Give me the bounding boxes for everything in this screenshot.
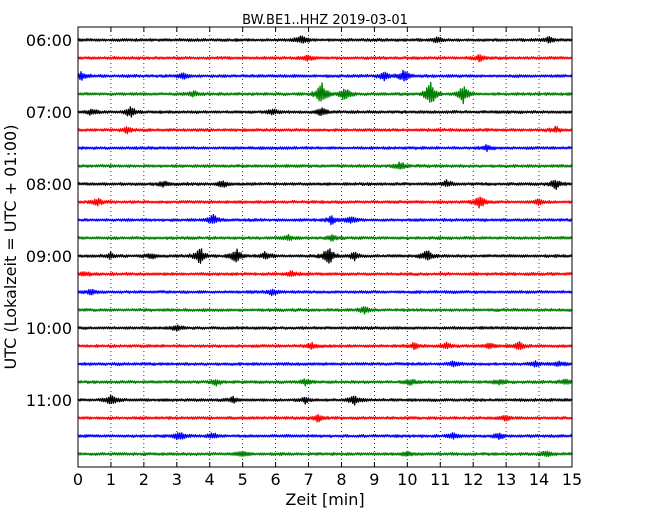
trace-line	[77, 270, 573, 277]
trace-line	[77, 179, 573, 191]
trace-line	[77, 360, 573, 368]
trace-line	[77, 81, 573, 105]
x-tick-label: 2	[139, 470, 149, 489]
trace-line	[77, 248, 573, 264]
trace-line	[77, 213, 573, 226]
trace-line	[77, 69, 573, 82]
trace-line	[77, 432, 573, 441]
trace-line	[77, 196, 573, 209]
plot-frame	[77, 26, 573, 468]
x-axis-ticks: 0 1 2 3 4 5 6 7 8 9 10 11 12 13 14 15	[73, 27, 582, 489]
chart-title: BW.BE1..HHZ 2019-03-01	[242, 13, 408, 28]
y-tick-label: 08:00	[26, 175, 72, 194]
x-tick-label: 12	[463, 470, 483, 489]
trace-line	[77, 288, 573, 297]
y-tick-label: 10:00	[26, 319, 72, 338]
x-tick-label: 4	[205, 470, 215, 489]
y-tick-label: 11:00	[26, 391, 72, 410]
y-tick-label: 06:00	[26, 31, 72, 50]
trace-line	[77, 106, 573, 118]
trace-line	[77, 413, 573, 423]
trace-line	[77, 450, 573, 458]
trace-line	[77, 234, 573, 242]
x-tick-label: 10	[397, 470, 417, 489]
trace-line	[77, 306, 573, 315]
trace-line	[77, 54, 573, 63]
x-tick-label: 9	[369, 470, 379, 489]
x-tick-label: 11	[430, 470, 450, 489]
y-tick-label: 09:00	[26, 247, 72, 266]
trace-line	[77, 324, 573, 332]
y-tick-label: 07:00	[26, 103, 72, 122]
x-axis-label: Zeit [min]	[285, 490, 364, 509]
trace-line	[77, 144, 573, 153]
x-tick-label: 14	[529, 470, 549, 489]
x-tick-label: 1	[106, 470, 116, 489]
trace-line	[77, 378, 573, 387]
trace-line	[77, 35, 573, 44]
trace-line	[77, 341, 573, 351]
x-tick-label: 6	[271, 470, 281, 489]
x-tick-label: 15	[562, 470, 582, 489]
x-tick-label: 8	[336, 470, 346, 489]
y-axis-ticks: 06:00 07:00 08:00 09:00 10:00 11:00	[26, 31, 83, 410]
x-tick-label: 5	[238, 470, 248, 489]
trace-line	[77, 125, 573, 135]
x-tick-label: 7	[303, 470, 313, 489]
trace-line	[77, 394, 573, 406]
y-axis-label: UTC (Lokalzeit = UTC + 01:00)	[1, 125, 20, 370]
x-tick-label: 3	[172, 470, 182, 489]
trace-line	[77, 161, 573, 170]
seismogram-traces	[77, 35, 573, 458]
x-tick-label: 0	[73, 470, 83, 489]
vertical-grid	[110, 27, 540, 467]
x-tick-label: 13	[496, 470, 516, 489]
